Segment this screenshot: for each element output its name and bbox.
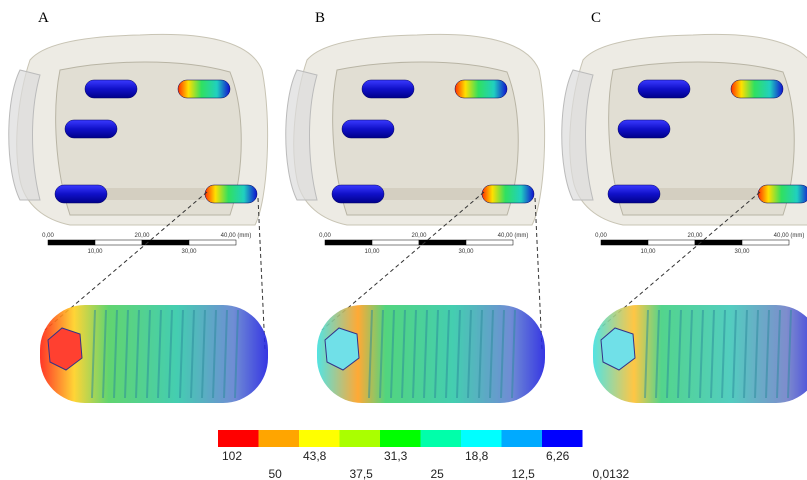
implant [85, 80, 137, 98]
legend-label: 102 [222, 449, 242, 463]
scale-label: 0,00 [595, 233, 607, 239]
panel-label: C [591, 10, 601, 26]
scale-label: 30,00 [734, 249, 750, 255]
scale-segment [648, 240, 695, 245]
implant [342, 120, 394, 138]
implant [638, 80, 690, 98]
scale-label: 40,00 (mm) [221, 233, 252, 239]
scale-label: 20,00 [687, 233, 703, 239]
scale-segment [48, 240, 95, 245]
legend-swatch [421, 430, 462, 447]
implant [205, 185, 257, 203]
implant [65, 120, 117, 138]
implant [618, 120, 670, 138]
legend-swatch [380, 430, 421, 447]
panel: B 0,00 10,00 20,00 30,00 40,00 (mm) [286, 10, 545, 403]
implant [332, 185, 384, 203]
scale-label: 10,00 [87, 249, 103, 255]
scale-segment [601, 240, 648, 245]
legend-label: 18,8 [465, 449, 489, 463]
panel-label: B [315, 10, 325, 26]
implant [482, 185, 534, 203]
scale-label: 10,00 [364, 249, 380, 255]
legend-swatch [218, 430, 259, 447]
scale-segment [372, 240, 419, 245]
panel: A 0,00 10,00 20,00 30,00 40,00 (mm) [9, 10, 268, 403]
implant [178, 80, 230, 98]
legend-swatch [340, 430, 381, 447]
scale-segment [419, 240, 466, 245]
legend-label: 43,8 [303, 449, 327, 463]
legend-label: 12,5 [512, 467, 536, 480]
implant [55, 185, 107, 203]
implant [608, 185, 660, 203]
implant [758, 185, 807, 203]
legend-label: 25 [431, 467, 445, 480]
legend-label: 6,26 [546, 449, 570, 463]
legend-label: 37,5 [350, 467, 374, 480]
legend-label: 50 [269, 467, 283, 480]
implant [362, 80, 414, 98]
scale-label: 40,00 (mm) [498, 233, 529, 239]
panel: C 0,00 10,00 20,00 30,00 40,00 (mm) [562, 10, 807, 403]
scale-label: 20,00 [411, 233, 427, 239]
scale-segment [189, 240, 236, 245]
legend-label: 0,0132 [593, 467, 630, 480]
scale-label: 0,00 [319, 233, 331, 239]
scale-segment [466, 240, 513, 245]
scale-label: 10,00 [640, 249, 656, 255]
scale-label: 0,00 [42, 233, 54, 239]
scale-segment [325, 240, 372, 245]
scale-label: 40,00 (mm) [774, 233, 805, 239]
implant [731, 80, 783, 98]
legend-swatch [259, 430, 300, 447]
scale-segment [142, 240, 189, 245]
scale-segment [695, 240, 742, 245]
scale-label: 20,00 [134, 233, 150, 239]
scale-label: 30,00 [458, 249, 474, 255]
scale-segment [95, 240, 142, 245]
scale-label: 30,00 [181, 249, 197, 255]
figure: A 0,00 10,00 20,00 30,00 40,00 (mm) B 0,00 10,00… [0, 0, 807, 480]
legend-swatch [502, 430, 543, 447]
panel-label: A [38, 10, 49, 26]
scale-segment [742, 240, 789, 245]
legend-swatch [461, 430, 502, 447]
implant [455, 80, 507, 98]
legend-label: 31,3 [384, 449, 408, 463]
legend-swatch [542, 430, 583, 447]
legend-swatch [299, 430, 340, 447]
